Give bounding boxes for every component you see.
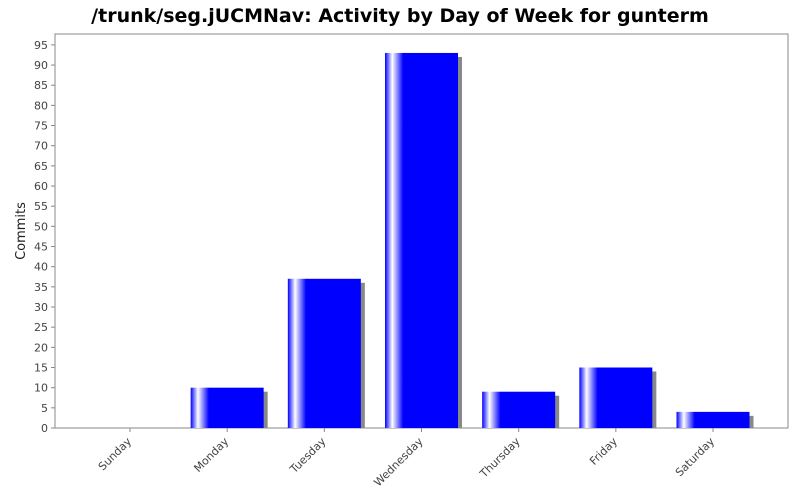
y-tick-label: 10 — [34, 382, 48, 395]
y-tick-label: 30 — [34, 301, 48, 314]
y-tick-label: 20 — [34, 341, 48, 354]
y-tick-label: 65 — [34, 160, 48, 173]
y-tick-label: 60 — [34, 180, 48, 193]
y-tick-label: 25 — [34, 321, 48, 334]
chart-title: /trunk/seg.jUCMNav: Activity by Day of W… — [91, 5, 709, 27]
y-tick-label: 15 — [34, 362, 48, 375]
y-tick-label: 35 — [34, 281, 48, 294]
y-tick-label: 90 — [34, 59, 48, 72]
y-tick-label: 75 — [34, 120, 48, 133]
bar — [385, 52, 458, 428]
y-tick-label: 85 — [34, 79, 48, 92]
bar — [579, 367, 653, 428]
bar — [287, 278, 361, 428]
bar — [676, 411, 750, 428]
y-tick-label: 55 — [34, 200, 48, 213]
y-tick-label: 80 — [34, 99, 48, 112]
y-tick-label: 95 — [34, 39, 48, 52]
y-tick-label: 5 — [41, 402, 48, 415]
y-tick-label: 70 — [34, 140, 48, 153]
y-tick-label: 0 — [41, 422, 48, 435]
y-axis-label: Commits — [14, 202, 29, 260]
bar — [482, 391, 556, 428]
y-tick-label: 45 — [34, 241, 48, 254]
y-tick-label: 50 — [34, 220, 48, 233]
bar — [190, 387, 264, 428]
y-tick-label: 40 — [34, 261, 48, 274]
